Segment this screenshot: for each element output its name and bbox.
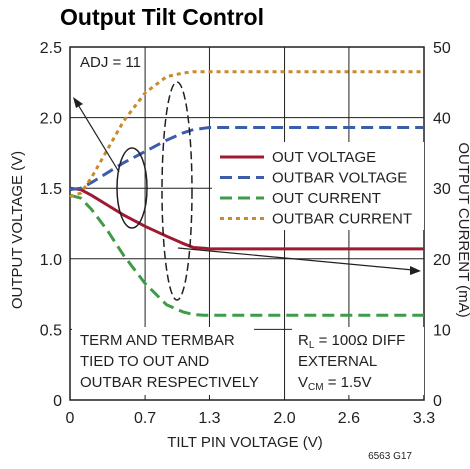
y2-tick-label: 30 bbox=[433, 181, 451, 198]
y2-tick-label: 20 bbox=[433, 252, 451, 269]
x-tick-label: 2.0 bbox=[273, 410, 295, 427]
current-group-ellipse bbox=[161, 81, 193, 301]
y-tick-label: 2.0 bbox=[40, 111, 62, 128]
term-note-line-2: TIED TO OUT AND bbox=[80, 353, 209, 370]
legend: OUT VOLTAGE OUTBAR VOLTAGE OUT CURRENT OUTB… bbox=[212, 142, 424, 230]
y2-tick-label: 0 bbox=[433, 393, 442, 410]
y-tick-labels: 0 0.5 1.0 1.5 2.0 2.5 bbox=[40, 40, 62, 410]
series-line-outbar-voltage bbox=[69, 126, 424, 192]
vcm-note: VCM = 1.5V bbox=[298, 374, 372, 393]
figure-id: 6563 G17 bbox=[368, 451, 412, 462]
series-line-outbar-current bbox=[69, 70, 424, 199]
adj-label-bg bbox=[72, 50, 144, 72]
x-tick-label: 1.3 bbox=[198, 410, 220, 427]
y2-tick-label: 40 bbox=[433, 111, 451, 128]
x-tick-label: 0 bbox=[66, 410, 75, 427]
term-note-line-1: TERM AND TERMBAR bbox=[80, 332, 235, 349]
rl-note: RL = 100Ω DIFF bbox=[298, 332, 405, 351]
chart-title: Output Tilt Control bbox=[60, 4, 264, 30]
left-arrow-line bbox=[76, 102, 120, 173]
right-arrow-line bbox=[177, 247, 414, 271]
external-note: EXTERNAL bbox=[298, 353, 377, 370]
series-line-out-voltage bbox=[69, 186, 424, 251]
legend-label: OUTBAR CURRENT bbox=[272, 211, 412, 228]
term-note-bg bbox=[72, 327, 254, 395]
x-axis-label: TILT PIN VOLTAGE (V) bbox=[167, 434, 323, 451]
term-note-line-3: OUTBAR RESPECTIVELY bbox=[80, 374, 259, 391]
y-tick-label: 1.0 bbox=[40, 252, 62, 269]
x-tick-label: 3.3 bbox=[413, 410, 435, 427]
right-arrowhead bbox=[410, 266, 421, 275]
legend-label: OUT VOLTAGE bbox=[272, 149, 376, 166]
y-axis-label: OUTPUT VOLTAGE (V) bbox=[9, 151, 26, 309]
y2-tick-label: 50 bbox=[433, 40, 451, 57]
rl-note-bg bbox=[292, 327, 424, 395]
adj-label: ADJ = 11 bbox=[80, 54, 141, 71]
annotation-marks bbox=[73, 81, 421, 301]
series-line-out-current bbox=[69, 193, 424, 317]
x-tick-label: 2.6 bbox=[338, 410, 360, 427]
left-arrowhead bbox=[73, 97, 83, 108]
x-tick-label: 0.7 bbox=[134, 410, 156, 427]
y2-tick-label: 10 bbox=[433, 322, 451, 339]
series-lines bbox=[69, 70, 424, 317]
voltage-group-ellipse bbox=[116, 147, 148, 229]
legend-label: OUT CURRENT bbox=[272, 190, 381, 207]
y-tick-label: 1.5 bbox=[40, 181, 62, 198]
y2-axis-label: OUTPUT CURRENT (mA) bbox=[455, 142, 470, 317]
y-tick-label: 0.5 bbox=[40, 322, 62, 339]
y-tick-label: 2.5 bbox=[40, 40, 62, 57]
y-tick-label: 0 bbox=[53, 393, 62, 410]
x-tick-labels: 0 0.7 1.3 2.0 2.6 3.3 bbox=[66, 410, 436, 427]
legend-label: OUTBAR VOLTAGE bbox=[272, 170, 407, 187]
y2-tick-labels: 0 10 20 30 40 50 bbox=[433, 40, 451, 410]
